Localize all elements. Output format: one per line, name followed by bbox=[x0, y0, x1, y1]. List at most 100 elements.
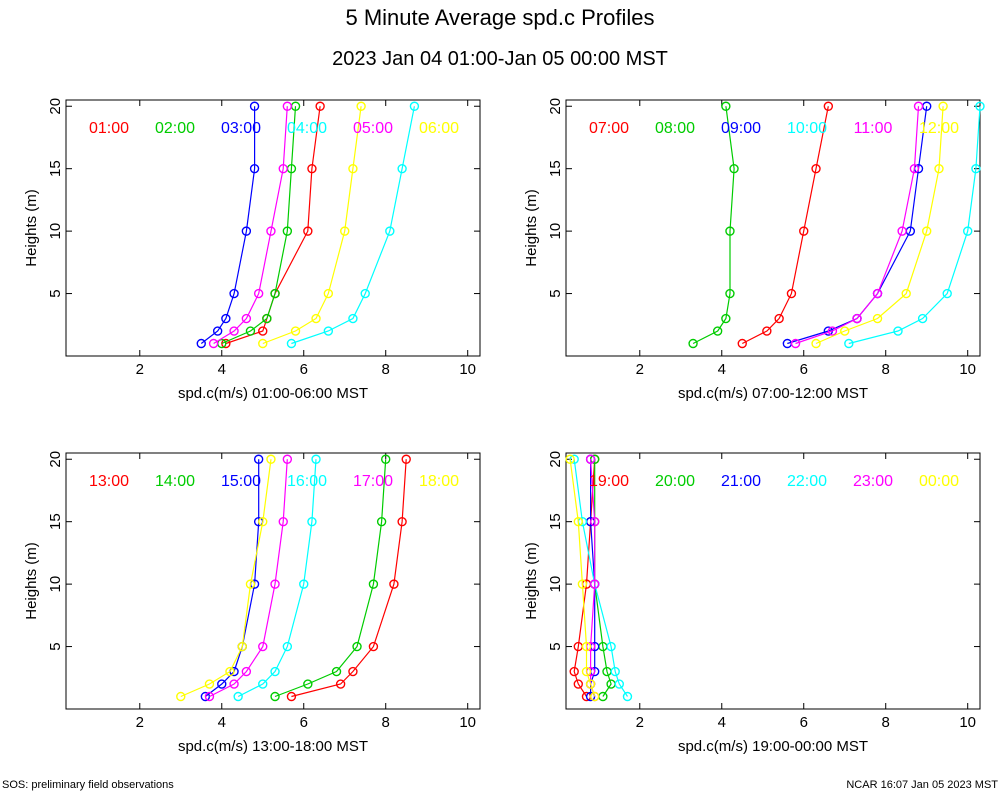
data-point bbox=[217, 679, 227, 689]
data-point bbox=[286, 338, 297, 349]
data-point bbox=[278, 516, 288, 527]
data-point bbox=[610, 666, 620, 677]
x-tick-label: 2 bbox=[136, 714, 144, 731]
series-line bbox=[209, 459, 288, 698]
series-0400 bbox=[286, 101, 420, 349]
y-tick-label: 20 bbox=[547, 451, 564, 468]
data-point bbox=[840, 326, 850, 336]
legend-entry: 02:00 bbox=[155, 120, 195, 137]
series-0500 bbox=[208, 101, 293, 349]
data-point bbox=[331, 666, 342, 677]
data-point bbox=[303, 226, 313, 236]
series-1600 bbox=[233, 454, 321, 702]
legend-entry: 09:00 bbox=[721, 120, 761, 137]
data-point bbox=[241, 226, 252, 236]
data-point bbox=[212, 326, 223, 336]
x-tick-label: 10 bbox=[459, 361, 476, 378]
x-axis-label: spd.c(m/s) 19:00-00:00 MST bbox=[678, 738, 868, 755]
data-point bbox=[938, 101, 948, 111]
legend-entry: 11:00 bbox=[854, 120, 893, 137]
legend-entry: 03:00 bbox=[221, 120, 261, 137]
legend-entry: 07:00 bbox=[589, 120, 629, 137]
data-point bbox=[225, 666, 235, 677]
data-point bbox=[409, 101, 420, 111]
data-point bbox=[573, 516, 583, 527]
data-point bbox=[204, 691, 215, 702]
data-point bbox=[204, 679, 215, 689]
data-point bbox=[258, 326, 268, 336]
data-point bbox=[934, 163, 944, 174]
data-point bbox=[290, 326, 301, 336]
series-line bbox=[787, 106, 928, 345]
x-tick-label: 10 bbox=[459, 714, 476, 731]
x-tick-label: 10 bbox=[959, 361, 976, 378]
data-point bbox=[688, 338, 698, 349]
data-point bbox=[790, 338, 801, 349]
series-1000 bbox=[844, 101, 985, 349]
y-axis-label: Heights (m) bbox=[523, 542, 540, 620]
data-point bbox=[942, 288, 952, 299]
legend-entry: 20:00 bbox=[655, 473, 695, 490]
series-line bbox=[742, 106, 829, 345]
data-point bbox=[311, 313, 321, 324]
data-point bbox=[253, 288, 264, 299]
y-tick-label: 20 bbox=[547, 98, 564, 115]
data-point bbox=[282, 226, 293, 236]
series-0600 bbox=[258, 101, 366, 349]
x-tick-label: 4 bbox=[718, 714, 726, 731]
figure-title: 5 Minute Average spd.c Profiles bbox=[346, 5, 655, 30]
x-tick-label: 6 bbox=[300, 714, 308, 731]
data-point bbox=[368, 641, 379, 652]
data-point bbox=[348, 163, 358, 174]
data-point bbox=[852, 313, 862, 324]
x-tick-label: 4 bbox=[218, 361, 226, 378]
data-point bbox=[614, 679, 624, 689]
data-point bbox=[249, 163, 260, 174]
x-axis-label: spd.c(m/s) 07:00-12:00 MST bbox=[678, 385, 868, 402]
data-point bbox=[352, 641, 362, 652]
data-point bbox=[389, 579, 399, 589]
data-point bbox=[721, 101, 731, 111]
x-tick-label: 10 bbox=[959, 714, 976, 731]
data-point bbox=[565, 454, 575, 464]
data-point bbox=[270, 691, 280, 702]
x-tick-label: 8 bbox=[382, 714, 390, 731]
data-point bbox=[282, 454, 293, 464]
legend-entry: 16:00 bbox=[287, 473, 327, 490]
data-point bbox=[348, 666, 358, 677]
data-point bbox=[712, 326, 723, 336]
series-line bbox=[569, 459, 596, 697]
x-axis-label: spd.c(m/s) 01:00-06:00 MST bbox=[178, 385, 368, 402]
data-point bbox=[249, 101, 260, 111]
series-line bbox=[815, 106, 944, 345]
data-point bbox=[598, 691, 608, 702]
data-point bbox=[381, 454, 391, 464]
data-point bbox=[872, 288, 883, 299]
data-point bbox=[233, 691, 243, 702]
y-axis-label: Heights (m) bbox=[523, 189, 540, 267]
series-line bbox=[274, 459, 387, 698]
data-point bbox=[729, 163, 739, 174]
data-point bbox=[200, 691, 211, 702]
figure-subtitle: 2023 Jan 04 01:00-Jan 05 00:00 MST bbox=[332, 48, 668, 70]
data-point bbox=[811, 338, 821, 349]
data-point bbox=[577, 579, 588, 589]
data-point bbox=[237, 641, 247, 652]
x-tick-label: 4 bbox=[718, 361, 726, 378]
data-point bbox=[241, 666, 252, 677]
series-0800 bbox=[688, 101, 739, 349]
series-line bbox=[205, 459, 260, 697]
data-point bbox=[258, 641, 268, 652]
data-point bbox=[245, 579, 256, 589]
series-line bbox=[221, 106, 297, 345]
data-point bbox=[913, 101, 924, 111]
data-point bbox=[774, 313, 784, 324]
data-point bbox=[581, 666, 592, 677]
data-point bbox=[376, 516, 387, 527]
legend-entry: 00:00 bbox=[919, 473, 959, 490]
data-point bbox=[799, 226, 809, 236]
data-point bbox=[917, 313, 928, 324]
data-point bbox=[585, 454, 596, 464]
legend-entry: 04:00 bbox=[287, 120, 327, 137]
data-point bbox=[827, 326, 838, 336]
